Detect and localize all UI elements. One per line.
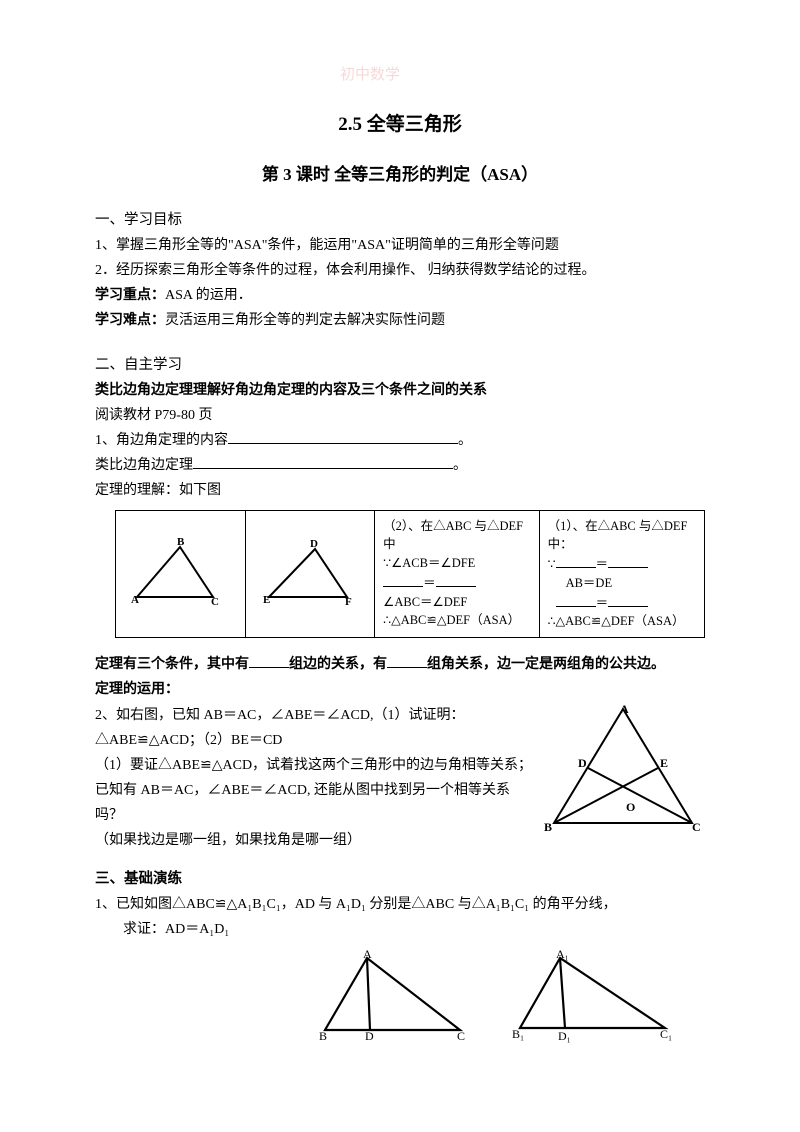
svg-text:B: B [177,536,185,548]
proof-2-cell: （2）、在△ABC 与△DEF 中 ∵∠ACB＝∠DFE ＝ ∠ABC＝∠DEF… [375,511,539,638]
p1-title: （1）、在△ABC 与△DEF 中： [548,517,696,555]
sub-title: 第 3 课时 全等三角形的判定（ASA） [95,160,705,191]
triangle-abc-cell: A B C [116,511,246,638]
svg-text:E: E [263,594,270,606]
proof-1-cell: （1）、在△ABC 与△DEF 中： ∵＝ AB＝DE ＝ ∴△ABC≌△DEF… [540,511,704,638]
blank-2[interactable] [193,455,453,469]
svg-text:F: F [345,596,352,608]
svg-text:A: A [131,594,139,606]
focus-label: 学习重点： [95,288,165,303]
svg-text:O: O [626,800,635,814]
svg-text:A₁: A₁ [556,948,569,961]
triangle-def-cell: D E F [246,511,376,638]
read-ref: 阅读教材 P79-80 页 [95,403,705,428]
p2-l2: ＝ [383,573,530,593]
triangle-a1b1c1-d1-icon: A₁ B₁ C₁ D₁ [510,948,675,1043]
p1-blank-b[interactable] [608,554,648,568]
triangle-def-icon: D E F [255,535,365,613]
two-triangles-row: A B C D A₁ B₁ C₁ D₁ [95,948,705,1043]
svg-text:C₁: C₁ [660,1027,672,1041]
fill-line-2: 类比边角边定理 。 [95,453,705,478]
svg-text:D: D [310,538,318,550]
p1-l1: ∵＝ [548,554,696,574]
p1-l2: AB＝DE [548,574,696,593]
difficulty-line: 学习难点：灵活运用三角形全等的判定去解决实际性问题 [95,308,705,333]
section3-head: 三、基础演练 [95,866,705,892]
svg-text:C: C [457,1029,465,1043]
svg-text:C: C [692,820,701,833]
svg-text:D: D [578,756,587,770]
triangle-crossed-icon: A B C D E O [540,703,705,833]
fill-2b: 。 [453,458,467,473]
watermark-text: 初中数学 [340,62,400,89]
p2-l1: ∵∠ACB＝∠DFE [383,554,530,573]
theorem-table: A B C D E F （2）、在△ABC 与△DEF 中 ∵∠ACB＝∠DFE… [115,510,705,639]
main-title: 2.5 全等三角形 [95,108,705,142]
theorem-cond-line: 定理有三个条件，其中有 组边的关系，有 组角关系，边一定是两组角的公共边。 [95,652,705,677]
blank-cond-1[interactable] [249,654,289,668]
q1-l2: 求证：AD＝A₁D₁ [95,917,705,942]
diff-label: 学习难点： [95,313,165,328]
svg-text:E: E [660,756,668,770]
svg-text:C: C [211,596,219,608]
svg-text:B: B [544,820,552,833]
svg-text:B₁: B₁ [512,1027,524,1041]
fill-1a: 1、角边角定理的内容 [95,433,228,448]
svg-text:A: A [620,703,629,716]
svg-text:A: A [363,948,372,961]
p1-l4: ∴△ABC≌△DEF（ASA） [548,612,696,631]
p1-blank-c[interactable] [556,593,596,607]
focus-line: 学习重点：ASA 的运用． [95,283,705,308]
p2-l4: ∴△ABC≌△DEF（ASA） [383,611,530,630]
q1-l1: 1、已知如图△ABC≌△A₁B₁C₁，AD 与 A₁D₁ 分别是△ABC 与△A… [95,892,705,917]
obj-item-2: 2．经历探索三角形全等条件的过程，体会利用操作、 归纳获得数学结论的过程。 [95,258,705,283]
svg-text:D: D [365,1029,374,1043]
blank-1[interactable] [228,430,458,444]
fill-line-1: 1、角边角定理的内容 。 [95,428,705,453]
p2-title: （2）、在△ABC 与△DEF 中 [383,517,530,555]
tc-c: 组角关系，边一定是两组角的公共边。 [427,657,665,672]
triangle-abc-d-icon: A B C D [315,948,470,1043]
svg-text:B: B [319,1029,327,1043]
section1-head: 一、学习目标 [95,207,705,233]
svg-text:D₁: D₁ [558,1029,571,1043]
diff-text: 灵活运用三角形全等的判定去解决实际性问题 [165,313,445,328]
p1-blank-a[interactable] [556,554,596,568]
obj-item-1: 1、掌握三角形全等的"ASA"条件，能运用"ASA"证明简单的三角形全等问题 [95,233,705,258]
tc-b: 组边的关系，有 [289,657,387,672]
theorem-app: 定理的运用： [95,677,705,702]
p2-l3: ∠ABC＝∠DEF [383,593,530,612]
p2-blank-b[interactable] [436,573,476,587]
blank-cond-2[interactable] [387,654,427,668]
p2-blank-a[interactable] [383,573,423,587]
p1-blank-d[interactable] [608,593,648,607]
tc-a: 定理有三个条件，其中有 [95,657,249,672]
focus-text: ASA 的运用． [165,288,252,303]
fill-1b: 。 [458,433,472,448]
section2-sub: 类比边角边定理理解好角边角定理的内容及三个条件之间的关系 [95,378,705,403]
section2-head: 二、自主学习 [95,352,705,378]
understand-line: 定理的理解：如下图 [95,478,705,503]
triangle-abc-icon: A B C [125,535,235,613]
p1-l3: ＝ [548,593,696,613]
fill-2a: 类比边角边定理 [95,458,193,473]
